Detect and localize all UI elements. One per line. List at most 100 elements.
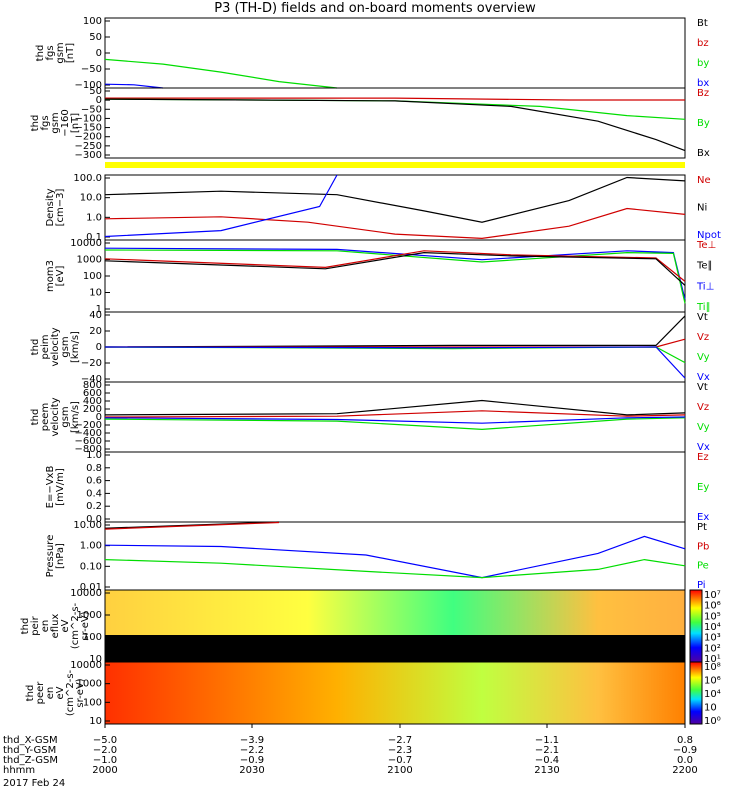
colorbar-tick: 10⁴ [704, 689, 721, 700]
y-axis-label: [cm−3] [55, 189, 66, 227]
series-Pi [105, 536, 685, 577]
y-tick-label: −50 [81, 64, 102, 75]
x-tick-label: 2130 [534, 765, 559, 776]
y-axis-label: [nT] [65, 43, 76, 63]
colorbar-8 [690, 590, 702, 662]
legend-Ni: Ni [697, 203, 707, 214]
y-tick-label: 20 [89, 326, 102, 337]
legend-Vz: Vz [697, 402, 709, 413]
series-Vt [105, 316, 685, 347]
colorbar-9 [690, 662, 702, 724]
series-By [105, 99, 685, 119]
y-tick-label: 0 [96, 342, 102, 353]
legend-Pt: Pt [697, 522, 707, 533]
y-tick-label: 0.10 [80, 561, 102, 572]
legend-Vy: Vy [697, 422, 710, 433]
y-axis-label: [km/s] [70, 401, 81, 433]
y-tick-label: 0.6 [86, 476, 102, 487]
legend-Ne: Ne [697, 175, 711, 186]
y-axis-label: [mV/m] [55, 468, 66, 506]
legend-Vt: Vt [697, 312, 708, 323]
colorbar-tick: 10⁸ [704, 662, 721, 673]
series-Vt [105, 401, 685, 415]
y-tick-label: 1.00 [80, 541, 102, 552]
series-Vy [105, 347, 685, 363]
series-Ne [105, 209, 685, 239]
status-bar [105, 162, 685, 168]
y-axis-label: [nT] [70, 113, 81, 133]
y-tick-label: 0.4 [86, 488, 102, 499]
series-Npot [105, 175, 337, 237]
y-tick-label: 0 [96, 48, 102, 59]
series-Te⊥ [105, 251, 685, 282]
y-tick-label: 0.8 [86, 463, 102, 474]
series-Bx [105, 99, 685, 151]
series-Pe [105, 560, 685, 578]
legend-Vz: Vz [697, 332, 709, 343]
y-tick-label: 100.0 [73, 173, 102, 184]
y-tick-label: 100 [83, 271, 102, 282]
legend-Vt: Vt [697, 382, 708, 393]
y-axis-label: [eV] [55, 266, 66, 287]
legend-bz: bz [697, 38, 709, 49]
spectrogram-lowband [105, 635, 685, 662]
panel-frame-0 [105, 18, 685, 88]
series-Pb [105, 523, 279, 530]
colorbar-tick: 10² [704, 643, 721, 654]
legend-Bt: Bt [697, 18, 708, 29]
panel-frame-2 [105, 175, 685, 240]
x-tick-label: 2200 [672, 765, 697, 776]
legend-Ey: Ey [697, 482, 709, 493]
series-Vx [105, 347, 685, 378]
y-axis-label: sr-eV) [75, 678, 86, 707]
panel-frame-6 [105, 452, 685, 522]
y-tick-label: 40 [89, 310, 102, 321]
legend-Te∥: Te∥ [696, 261, 713, 272]
series-by [105, 59, 337, 88]
legend-By: By [697, 118, 710, 129]
y-tick-label: 0.2 [86, 501, 102, 512]
y-tick-label: 10 [89, 716, 102, 727]
y-tick-label: 50 [89, 32, 102, 43]
x-tick-label: 2100 [387, 765, 412, 776]
y-tick-label: 10000 [70, 660, 102, 671]
y-tick-label: −20 [81, 358, 102, 369]
colorbar-tick: 10⁶ [704, 676, 721, 687]
panel-frame-7 [105, 522, 685, 590]
legend-Ez: Ez [697, 452, 709, 463]
y-tick-label: 10000 [70, 238, 102, 249]
series-Vy [105, 418, 685, 430]
date-label: 2017 Feb 24 [3, 778, 65, 789]
colorbar-tick: 10⁶ [704, 601, 721, 612]
colorbar-tick: 10⁴ [704, 622, 721, 633]
spectrogram-9 [105, 662, 685, 724]
y-tick-label: 10.0 [80, 193, 102, 204]
x-row-label: hhmm [3, 765, 35, 776]
legend-Ti⊥: Ti⊥ [696, 281, 714, 292]
colorbar-tick: 10⁰ [704, 716, 721, 727]
y-tick-label: 10.00 [73, 520, 102, 531]
colorbar-tick: 10⁲ [704, 703, 717, 714]
legend-Bx: Bx [697, 148, 710, 159]
y-tick-label: −300 [75, 150, 102, 161]
x-tick-label: 2030 [239, 765, 264, 776]
colorbar-tick: 10³ [704, 633, 721, 644]
series-bx [105, 84, 163, 88]
y-tick-label: 100 [83, 16, 102, 27]
y-axis-label: sr-eV) [80, 611, 91, 640]
y-tick-label: 1.0 [86, 450, 102, 461]
y-axis-label: [km/s] [70, 331, 81, 363]
colorbar-tick: 10⁷ [704, 590, 721, 601]
y-tick-label: 10000 [70, 588, 102, 599]
legend-Vy: Vy [697, 352, 710, 363]
x-tick-label: 2000 [92, 765, 117, 776]
legend-Pb: Pb [697, 541, 709, 552]
legend-Pe: Pe [697, 561, 709, 572]
legend-Bz: Bz [697, 88, 709, 99]
legend-by: by [697, 58, 709, 69]
series-Ni [105, 178, 685, 223]
series-Te∥ [105, 253, 685, 286]
y-axis-label: [nPa] [55, 543, 66, 569]
colorbar-tick: 10⁵ [704, 611, 721, 622]
